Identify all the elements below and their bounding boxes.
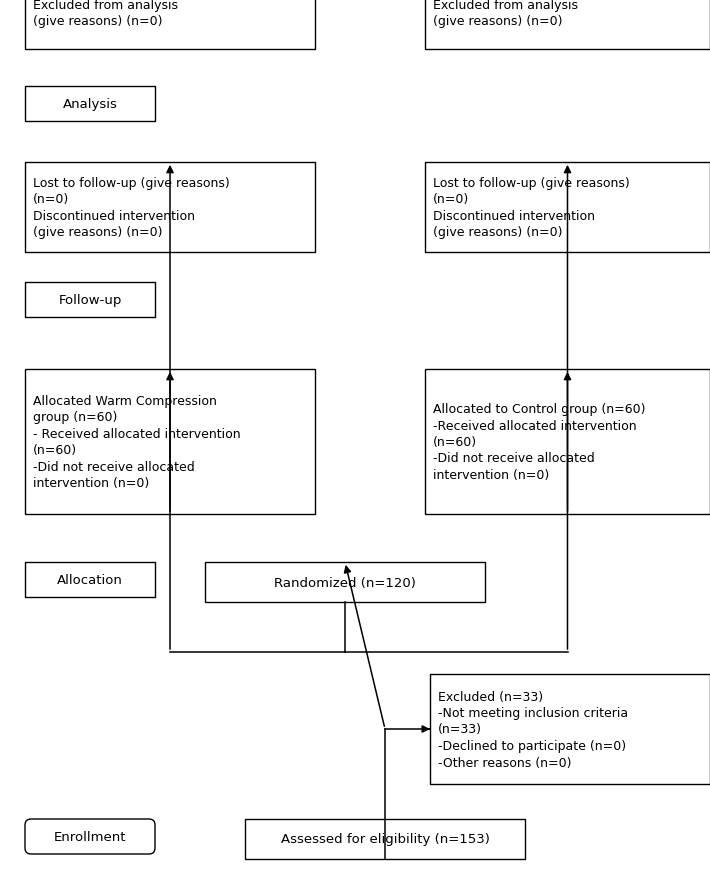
FancyBboxPatch shape bbox=[25, 369, 315, 514]
Text: Lost to follow-up (give reasons)
(n=0)
Discontinued intervention
(give reasons) : Lost to follow-up (give reasons) (n=0) D… bbox=[33, 176, 230, 239]
FancyBboxPatch shape bbox=[25, 87, 155, 122]
Text: Randomized (n=120): Randomized (n=120) bbox=[274, 576, 416, 589]
Text: Excluded (n=33)
-Not meeting inclusion criteria
(n=33)
-Declined to participate : Excluded (n=33) -Not meeting inclusion c… bbox=[438, 690, 628, 768]
Text: Allocation: Allocation bbox=[57, 574, 123, 587]
FancyBboxPatch shape bbox=[25, 819, 155, 854]
Text: Assessed for eligibility (n=153): Assessed for eligibility (n=153) bbox=[280, 833, 489, 846]
Text: Allocated to Control group (n=60)
-Received allocated intervention
(n=60)
-Did n: Allocated to Control group (n=60) -Recei… bbox=[433, 402, 645, 481]
FancyBboxPatch shape bbox=[425, 0, 710, 50]
FancyBboxPatch shape bbox=[425, 163, 710, 253]
Text: Allocated Warm Compression
group (n=60)
- Received allocated intervention
(n=60): Allocated Warm Compression group (n=60) … bbox=[33, 395, 241, 490]
Text: Lost to follow-up (give reasons)
(n=0)
Discontinued intervention
(give reasons) : Lost to follow-up (give reasons) (n=0) D… bbox=[433, 176, 630, 239]
Text: Analysed (n=60)
Excluded from analysis
(give reasons) (n=0): Analysed (n=60) Excluded from analysis (… bbox=[433, 0, 578, 28]
Text: Analysed (n=60)
Excluded from analysis
(give reasons) (n=0): Analysed (n=60) Excluded from analysis (… bbox=[33, 0, 178, 28]
FancyBboxPatch shape bbox=[25, 282, 155, 318]
Text: Analysis: Analysis bbox=[62, 98, 117, 111]
Text: Follow-up: Follow-up bbox=[58, 294, 121, 307]
FancyBboxPatch shape bbox=[245, 819, 525, 859]
FancyBboxPatch shape bbox=[25, 163, 315, 253]
FancyBboxPatch shape bbox=[25, 562, 155, 597]
FancyBboxPatch shape bbox=[430, 674, 710, 784]
FancyBboxPatch shape bbox=[205, 562, 485, 602]
Text: Enrollment: Enrollment bbox=[54, 830, 126, 843]
FancyBboxPatch shape bbox=[25, 0, 315, 50]
FancyBboxPatch shape bbox=[425, 369, 710, 514]
